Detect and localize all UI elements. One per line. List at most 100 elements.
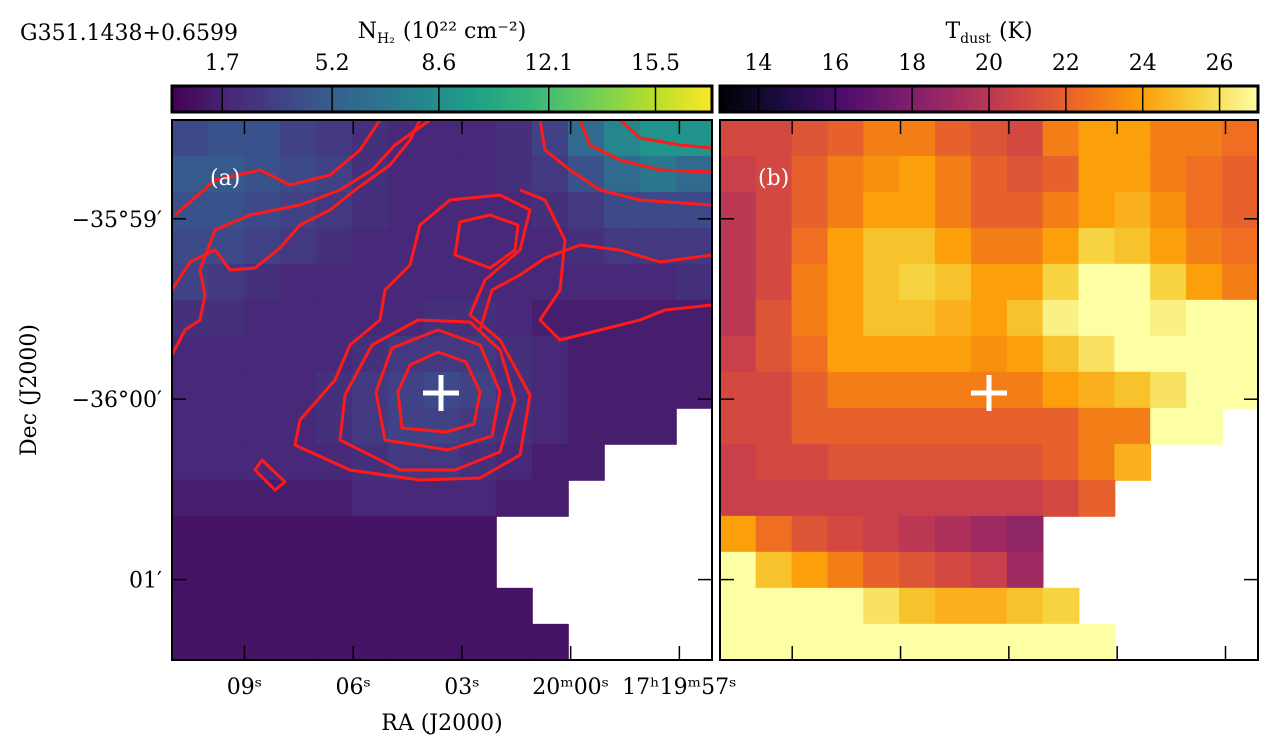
- cell: [387, 551, 425, 589]
- cell: [1221, 335, 1259, 373]
- cell: [719, 371, 757, 409]
- colorbar: [170, 84, 714, 114]
- cell: [243, 623, 281, 661]
- cell: [315, 263, 353, 301]
- cell: [279, 515, 317, 553]
- cell: [315, 587, 353, 625]
- cell: [970, 191, 1008, 229]
- cell: [1221, 371, 1259, 409]
- cell: [207, 119, 245, 157]
- cell: [603, 227, 641, 265]
- cell: [827, 407, 865, 445]
- cell: [459, 479, 497, 517]
- cell: [495, 623, 533, 661]
- cell: [827, 155, 865, 193]
- cell: [567, 443, 605, 481]
- cell: [935, 443, 972, 481]
- cell: [171, 155, 209, 193]
- panel-frame: [719, 119, 1259, 661]
- contour: [172, 120, 431, 356]
- cell: [1221, 119, 1259, 157]
- cell: [863, 587, 901, 625]
- cell: [315, 623, 353, 661]
- cell: [351, 263, 389, 301]
- x-tick-label: 03ˢ: [444, 675, 479, 700]
- cell: [1114, 191, 1152, 229]
- cell: [970, 551, 1008, 589]
- cell: [279, 191, 317, 229]
- cell: [243, 551, 281, 589]
- cell: [935, 407, 972, 445]
- cell: [459, 623, 497, 661]
- cell: [675, 371, 713, 409]
- cell: [495, 587, 533, 625]
- cell: [423, 119, 461, 157]
- cell: [827, 299, 865, 337]
- x-tick-label: 20ᵐ00ˢ: [532, 675, 609, 700]
- cell: [1042, 335, 1080, 373]
- cell: [1078, 371, 1116, 409]
- contour: [478, 243, 712, 331]
- cell: [899, 623, 936, 661]
- cell: [899, 587, 936, 625]
- cell: [1114, 371, 1152, 409]
- cell: [899, 371, 936, 409]
- cell: [351, 623, 389, 661]
- contours: [172, 120, 712, 492]
- cell: [243, 263, 281, 301]
- cell: [207, 515, 245, 553]
- cell: [935, 119, 972, 157]
- cell: [970, 623, 1008, 661]
- colorbar-tick-label: 8.6: [421, 51, 456, 76]
- cell: [423, 407, 461, 445]
- cell: [935, 263, 972, 301]
- x-tick-label: 17ʰ19ᵐ57ˢ: [622, 675, 736, 700]
- cell: [791, 119, 829, 157]
- label-part: (10²² cm⁻²): [403, 19, 526, 44]
- cell: [863, 263, 901, 301]
- cell: [315, 479, 353, 517]
- contour: [174, 120, 382, 217]
- cell: [171, 515, 209, 553]
- cell: [315, 515, 353, 553]
- cell: [1186, 155, 1223, 193]
- cell: [755, 407, 793, 445]
- cell: [531, 155, 569, 193]
- cell: [1150, 371, 1188, 409]
- markers: [423, 375, 1007, 411]
- cell: [1078, 623, 1116, 661]
- cell: [1114, 227, 1152, 265]
- x-tick-label: 06ˢ: [336, 675, 371, 700]
- contour: [453, 213, 520, 270]
- cell: [755, 623, 793, 661]
- contour: [338, 318, 517, 472]
- cell: [207, 443, 245, 481]
- colorbar-tick-label: 24: [1129, 51, 1157, 76]
- cell: [827, 551, 865, 589]
- cell: [827, 371, 865, 409]
- colorbar-tick-label: 22: [1052, 51, 1080, 76]
- cell: [459, 155, 497, 193]
- cell: [970, 227, 1008, 265]
- cell: [863, 515, 901, 553]
- contour: [172, 120, 422, 291]
- y-tick-label: 01′: [129, 569, 162, 594]
- cell: [279, 299, 317, 337]
- cell: [207, 551, 245, 589]
- cell: [1006, 155, 1044, 193]
- cell: [970, 587, 1008, 625]
- cell: [1078, 263, 1116, 301]
- cell: [970, 335, 1008, 373]
- cell: [1078, 299, 1116, 337]
- cell: [171, 479, 209, 517]
- cell: [827, 263, 865, 301]
- contour: [618, 120, 712, 150]
- cell: [1186, 119, 1223, 157]
- cell: [207, 407, 245, 445]
- cell: [719, 407, 757, 445]
- cell: [1006, 227, 1044, 265]
- cell: [1006, 443, 1044, 481]
- cell: [791, 371, 829, 409]
- cell: [899, 299, 936, 337]
- cell: [531, 335, 569, 373]
